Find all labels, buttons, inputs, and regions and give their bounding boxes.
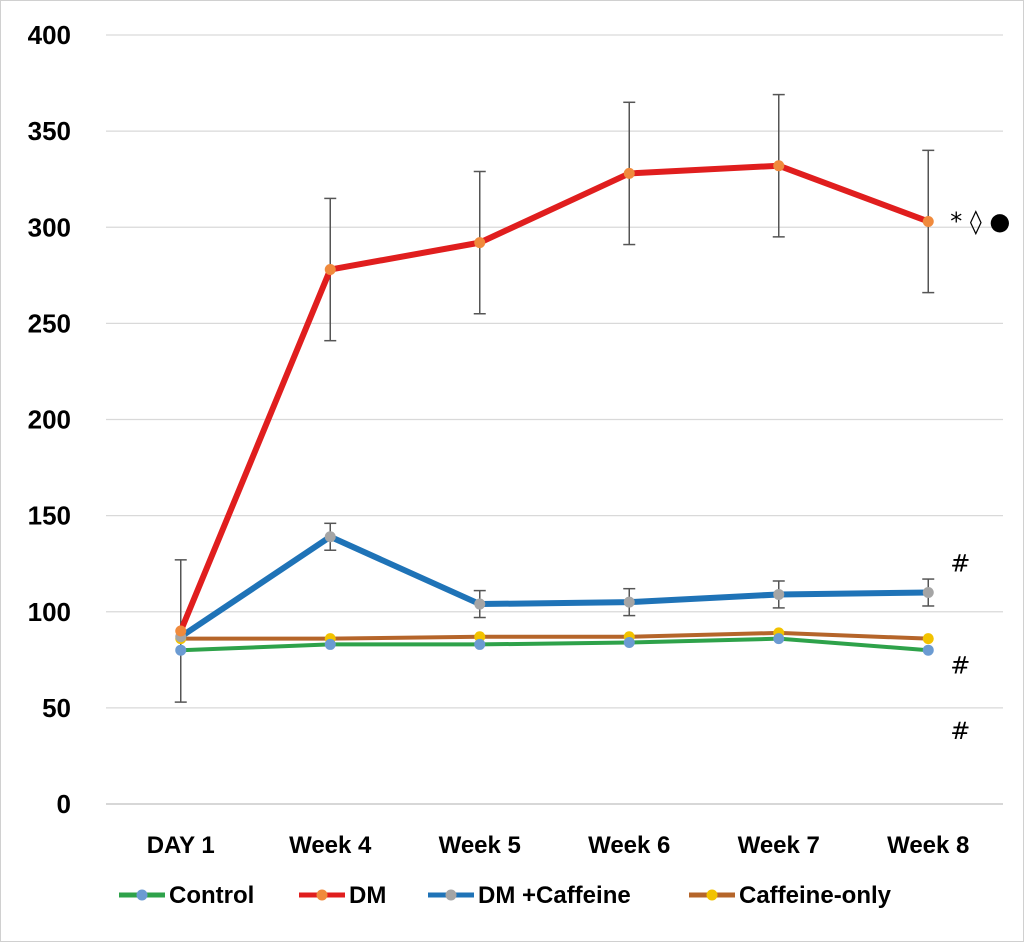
data-point: [623, 167, 635, 179]
series-line: [177, 162, 932, 634]
x-tick-label: Week 6: [588, 832, 670, 859]
x-tick-label: Week 4: [289, 832, 372, 859]
significance-annotation: * ◊ ●: [950, 207, 1010, 235]
legend-label: DM: [349, 882, 386, 909]
y-axis: 0 50 100 150 200 250 300 350 400: [28, 20, 71, 819]
data-point: [922, 644, 934, 656]
y-tick-label: 300: [28, 212, 71, 242]
data-point: [324, 264, 336, 276]
y-tick-label: 200: [28, 405, 71, 435]
data-point: [773, 160, 785, 172]
series-line: [178, 636, 931, 653]
data-point: [474, 598, 486, 610]
x-tick-label: DAY 1: [147, 832, 215, 859]
x-tick-label: Week 7: [738, 832, 820, 859]
data-point: [324, 531, 336, 543]
y-tick-label: 0: [57, 789, 71, 819]
data-point: [474, 638, 486, 650]
annotations: * ◊ ● # # #: [950, 207, 1010, 744]
series-line: [178, 630, 931, 641]
data-point: [175, 644, 187, 656]
legend-label: DM +Caffeine: [478, 882, 631, 909]
data-point: [474, 237, 486, 249]
data-point: [623, 596, 635, 608]
series-lines: [177, 162, 932, 653]
significance-annotation: #: [950, 717, 970, 745]
data-point: [175, 625, 187, 637]
y-tick-label: 100: [28, 597, 71, 627]
data-point: [922, 587, 934, 599]
x-tick-label: Week 5: [439, 832, 521, 859]
data-point: [623, 637, 635, 649]
y-tick-label: 150: [28, 501, 71, 531]
data-point: [773, 633, 785, 645]
significance-annotation: #: [950, 652, 970, 680]
legend: Control DM DM +Caffeine Caffeine-only: [119, 882, 892, 909]
y-tick-label: 50: [42, 693, 71, 723]
legend-marker: [316, 889, 328, 901]
gridlines: [106, 34, 1003, 805]
data-point: [922, 633, 934, 645]
legend-marker: [136, 889, 148, 901]
y-tick-label: 350: [28, 116, 71, 146]
series-line: [177, 533, 932, 640]
data-point: [324, 638, 336, 650]
x-tick-label: Week 8: [887, 832, 969, 859]
legend-marker: [445, 889, 457, 901]
data-point: [773, 588, 785, 600]
series-markers: [175, 160, 934, 656]
legend-label: Control: [169, 882, 254, 909]
data-point: [474, 631, 486, 643]
error-bars: [174, 93, 935, 703]
legend-marker: [706, 889, 718, 901]
y-tick-label: 250: [28, 308, 71, 338]
significance-annotation: #: [950, 550, 970, 578]
data-point: [922, 215, 934, 227]
legend-label: Caffeine-only: [739, 882, 892, 909]
y-tick-label: 400: [28, 20, 71, 50]
x-axis: DAY 1 Week 4 Week 5 Week 6 Week 7 Week 8: [147, 832, 970, 859]
